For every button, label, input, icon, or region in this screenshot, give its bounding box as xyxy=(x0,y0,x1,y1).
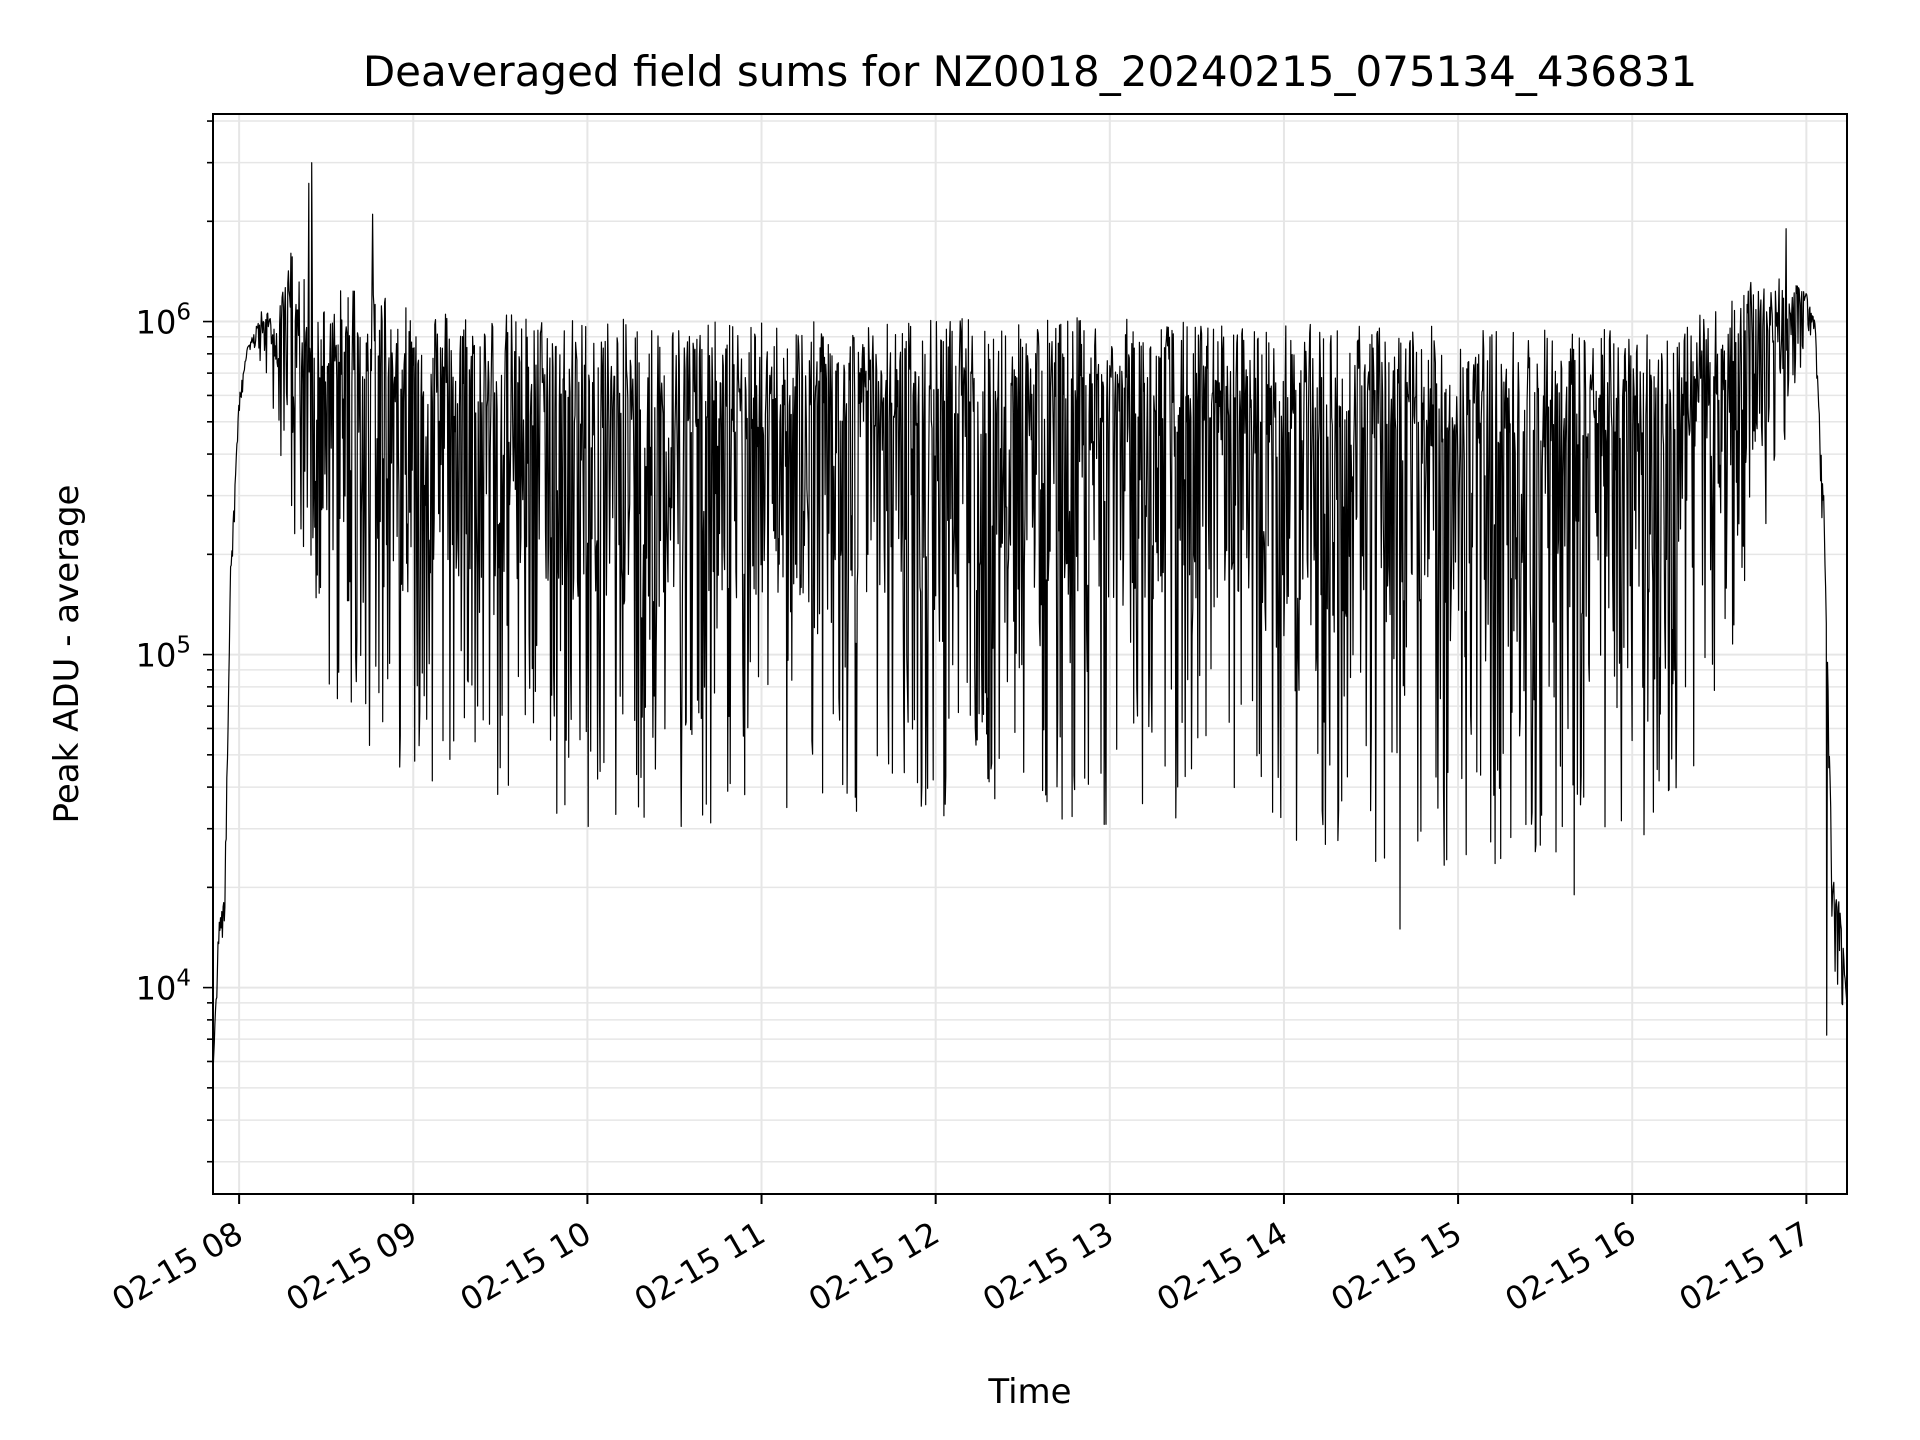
y-tick-label: 104 xyxy=(136,966,191,1008)
y-tick-base: 10 xyxy=(136,970,177,1008)
y-tick-exponent: 5 xyxy=(176,633,191,659)
y-tick-base: 10 xyxy=(136,304,177,342)
y-tick-base: 10 xyxy=(136,637,177,675)
x-axis-label: Time xyxy=(987,1372,1071,1412)
y-axis-label: Peak ADU - average xyxy=(47,485,87,824)
y-tick-exponent: 4 xyxy=(176,966,191,992)
y-tick-exponent: 6 xyxy=(176,300,191,326)
chart-title: Deaveraged field sums for NZ0018_2024021… xyxy=(363,47,1697,96)
series-line xyxy=(212,162,1848,1075)
y-tick-label: 106 xyxy=(136,300,191,342)
data-series xyxy=(212,162,1848,1075)
y-tick-label: 105 xyxy=(136,633,191,675)
